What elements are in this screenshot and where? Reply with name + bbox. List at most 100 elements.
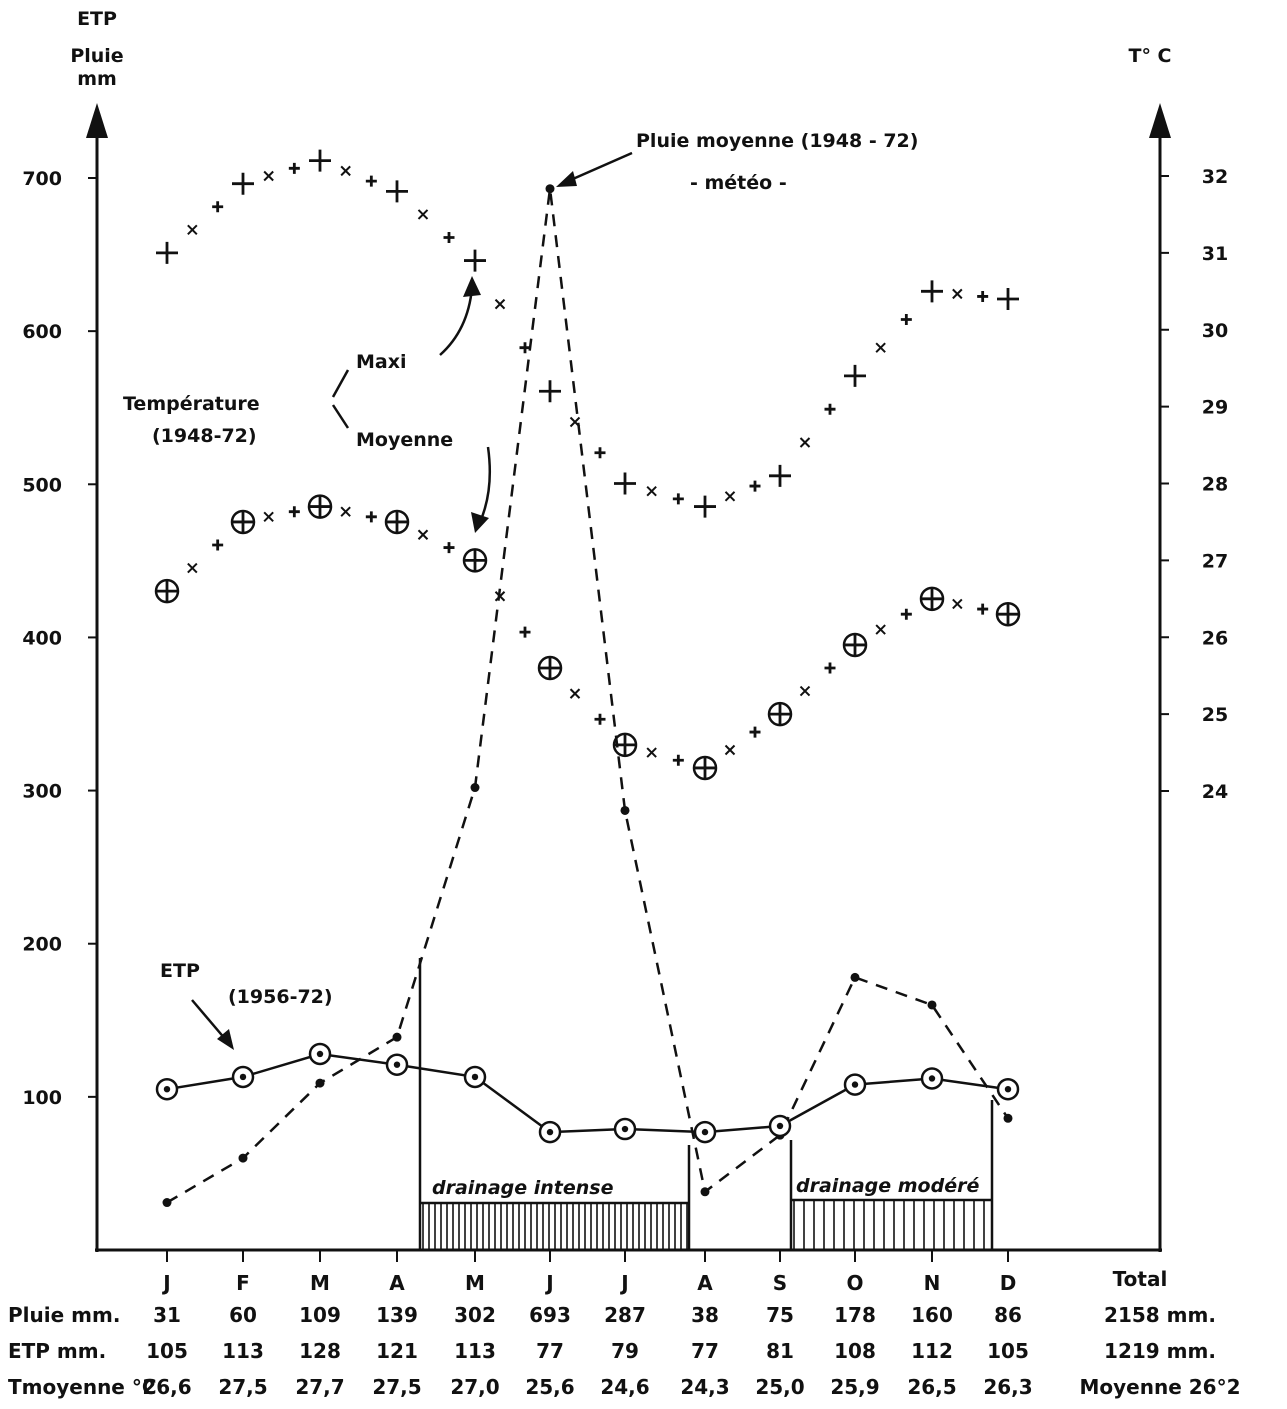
- etp-point-center: [1004, 1086, 1012, 1093]
- pluie-point: [545, 184, 555, 194]
- series-maxi: [156, 149, 1019, 518]
- table-cell: 112: [911, 1339, 953, 1363]
- left-tick-label: 400: [22, 627, 62, 649]
- maxi-point: [844, 364, 866, 387]
- connector-mark: [288, 162, 300, 174]
- table-cell: 121: [376, 1339, 418, 1363]
- etp-point-center: [393, 1061, 401, 1068]
- table-row-total: 2158 mm.: [1104, 1303, 1216, 1327]
- table-row-label: Pluie mm.: [8, 1303, 120, 1327]
- connector-mark: [824, 662, 836, 674]
- connector-mark: [900, 608, 912, 620]
- left-axis-title-3: mm: [77, 68, 117, 90]
- moyenne-point-cross: [769, 703, 791, 726]
- rain-annotation-source: - météo -: [690, 172, 787, 194]
- rain-annotation: Pluie moyenne (1948 - 72) - météo -: [556, 130, 918, 194]
- table-cell: 25,9: [830, 1375, 879, 1399]
- left-tick-label: 100: [22, 1087, 62, 1109]
- connector-mark: [212, 201, 224, 213]
- pluie-point: [850, 972, 860, 982]
- table-row-total: 1219 mm.: [1104, 1339, 1216, 1363]
- connector-mark: [288, 506, 300, 518]
- maxi-point: [156, 241, 178, 264]
- left-tick-label: 700: [22, 168, 62, 190]
- table-row-label: ETP mm.: [8, 1339, 106, 1363]
- rain-annotation-title: Pluie moyenne (1948 - 72): [636, 130, 918, 152]
- connector-mark: [340, 506, 351, 517]
- etp-point-center: [851, 1081, 859, 1088]
- table-cell: 27,5: [218, 1375, 267, 1399]
- left-axis-arrow: [86, 103, 108, 138]
- moyenne-point-cross: [921, 587, 943, 610]
- moyenne-point-cross: [844, 633, 866, 656]
- connector-mark: [365, 175, 377, 187]
- right-axis-ticks: 24 25 26 27 28 29 30 31 32: [1160, 166, 1228, 803]
- pluie-point: [392, 1032, 402, 1042]
- etp-annotation: ETP (1956-72): [160, 960, 333, 1050]
- table-cell: 86: [994, 1303, 1022, 1327]
- connector-mark: [263, 511, 274, 523]
- connector-mark: [749, 726, 761, 738]
- temperature-period: (1948-72): [152, 425, 257, 447]
- table-cell: 77: [691, 1339, 719, 1363]
- connector-mark: [417, 529, 429, 540]
- month-label: M: [465, 1271, 485, 1295]
- table-cell: 81: [766, 1339, 794, 1363]
- connector-mark: [724, 491, 736, 502]
- series-moyenne: [154, 494, 1021, 781]
- table-cell: 77: [536, 1339, 564, 1363]
- moyenne-label: Moyenne: [356, 429, 453, 451]
- month-label: S: [773, 1271, 787, 1295]
- connector-mark: [749, 480, 761, 492]
- temperature-label: Température: [123, 393, 260, 415]
- right-tick-label: 27: [1202, 550, 1228, 572]
- moyenne-point-cross: [694, 756, 716, 779]
- pluie-point: [620, 805, 630, 815]
- month-label: J: [544, 1271, 553, 1295]
- table-cell: 302: [454, 1303, 496, 1327]
- table-cell: 25,6: [525, 1375, 574, 1399]
- right-tick-label: 24: [1202, 781, 1228, 803]
- etp-point-center: [471, 1073, 479, 1081]
- connector-mark: [263, 170, 274, 182]
- connector-mark: [952, 288, 963, 300]
- table-cell: 109: [299, 1303, 341, 1327]
- etp-point-center: [239, 1073, 247, 1081]
- connector-mark: [494, 591, 506, 602]
- right-axis-title: T° C: [1128, 45, 1171, 67]
- connector-mark: [340, 165, 351, 177]
- connector-mark: [952, 598, 963, 610]
- moyenne-point-cross: [232, 510, 254, 533]
- month-label: M: [310, 1271, 330, 1295]
- moyenne-point-cross: [539, 657, 561, 679]
- right-tick-label: 25: [1202, 704, 1228, 726]
- left-tick-label: 200: [22, 934, 62, 956]
- right-tick-label: 31: [1202, 243, 1228, 265]
- connector-mark: [977, 603, 989, 615]
- pluie-point: [927, 1000, 937, 1010]
- month-label: O: [846, 1271, 863, 1295]
- connector-mark: [494, 298, 506, 310]
- table-cell: 113: [454, 1339, 496, 1363]
- table-cell: 75: [766, 1303, 794, 1327]
- month-label: D: [1000, 1271, 1017, 1295]
- connector-mark: [799, 437, 811, 448]
- pluie-point: [162, 1198, 172, 1208]
- drainage-modere-label: drainage modéré: [796, 1175, 979, 1197]
- connector-mark: [900, 314, 912, 325]
- maxi-point: [921, 280, 943, 303]
- table-cell: 79: [611, 1339, 639, 1363]
- connector-mark: [875, 342, 886, 353]
- pluie-point: [700, 1187, 710, 1197]
- right-tick-label: 30: [1202, 320, 1228, 342]
- table-cell: 27,7: [295, 1375, 344, 1399]
- left-tick-label: 600: [22, 321, 62, 343]
- maxi-point: [386, 180, 408, 203]
- connector-mark: [443, 542, 455, 554]
- connector-mark: [672, 493, 684, 505]
- table-cell: 31: [153, 1303, 181, 1327]
- table-cell: 693: [529, 1303, 571, 1327]
- etp-line: [166, 1052, 1009, 1134]
